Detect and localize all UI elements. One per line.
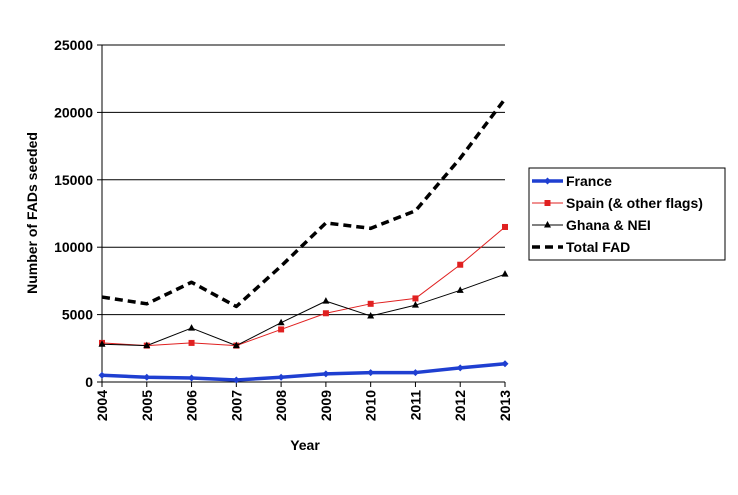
y-tick-label: 15000: [54, 172, 93, 188]
x-tick-label: 2004: [94, 390, 110, 421]
y-tick-label: 25000: [54, 37, 93, 53]
legend-label: Total FAD: [566, 239, 630, 255]
data-point: [143, 341, 151, 349]
data-point: [501, 360, 509, 368]
x-axis-title: Year: [290, 437, 320, 453]
x-tick-label: 2012: [452, 390, 468, 421]
y-tick-label: 0: [85, 374, 93, 390]
y-tick-label: 10000: [54, 239, 93, 255]
data-point: [278, 326, 285, 333]
series-line: [101, 273, 506, 347]
data-point: [232, 376, 240, 384]
data-point: [232, 341, 240, 349]
y-tick-label: 5000: [62, 307, 93, 323]
series-lines: [98, 97, 509, 384]
data-point: [277, 373, 285, 381]
series-line: [101, 226, 506, 347]
data-point: [412, 295, 419, 302]
series-france: [98, 360, 509, 384]
x-tick-labels: 2004 2005 2006 2007 2008 2009 2010 2011 2012 2013: [94, 390, 513, 421]
x-tick-label: 2007: [228, 390, 244, 421]
data-point: [544, 177, 551, 185]
x-tick-label: 2008: [273, 390, 289, 421]
data-point: [411, 369, 419, 377]
data-point: [98, 371, 106, 379]
data-point: [188, 339, 195, 346]
data-point: [367, 311, 375, 319]
data-point: [544, 221, 551, 228]
x-tick-label: 2010: [363, 390, 379, 421]
axes: [97, 44, 506, 387]
legend-label: Ghana & NEI: [566, 217, 651, 233]
legend-item: Spain (& other flags): [532, 195, 703, 211]
legend-label: Spain (& other flags): [566, 195, 703, 211]
data-point: [544, 200, 551, 206]
x-tick-label: 2006: [184, 390, 200, 421]
legend-item: France: [532, 173, 612, 189]
data-point: [501, 270, 509, 277]
y-tick-label: 20000: [54, 104, 93, 120]
series-line: [101, 362, 506, 382]
x-tick-label: 2011: [407, 390, 423, 421]
data-point: [456, 364, 464, 372]
data-point: [322, 310, 329, 317]
data-point: [98, 340, 106, 347]
x-tick-label: 2013: [497, 390, 513, 421]
data-point: [322, 370, 330, 378]
series-ghana-nei: [98, 270, 509, 349]
x-tick-label: 2009: [318, 390, 334, 421]
series-total-fad: [101, 97, 507, 309]
data-point: [457, 261, 464, 268]
series-line: [101, 97, 507, 309]
legend-item: Ghana & NEI: [532, 217, 651, 233]
grid-lines: [102, 44, 505, 316]
data-point: [367, 369, 375, 377]
data-point: [456, 286, 464, 293]
data-point: [143, 373, 151, 381]
data-point: [188, 374, 196, 382]
y-tick-labels: 0 5000 10000 15000 20000 25000: [54, 37, 93, 390]
legend-items: France Spain (& other flags) Ghana & NEI To…: [532, 173, 703, 255]
data-point: [277, 318, 285, 326]
legend-label: France: [566, 173, 612, 189]
legend: France Spain (& other flags) Ghana & NEI To…: [528, 167, 726, 261]
x-tick-label: 2005: [139, 390, 155, 421]
data-point: [367, 300, 374, 307]
y-axis-title: Number of FADs seeded: [24, 132, 40, 294]
legend-box: [528, 167, 726, 261]
data-point: [188, 324, 196, 331]
data-point: [411, 301, 419, 308]
data-point: [322, 297, 330, 304]
data-point: [502, 223, 508, 230]
legend-item: Total FAD: [532, 239, 630, 255]
